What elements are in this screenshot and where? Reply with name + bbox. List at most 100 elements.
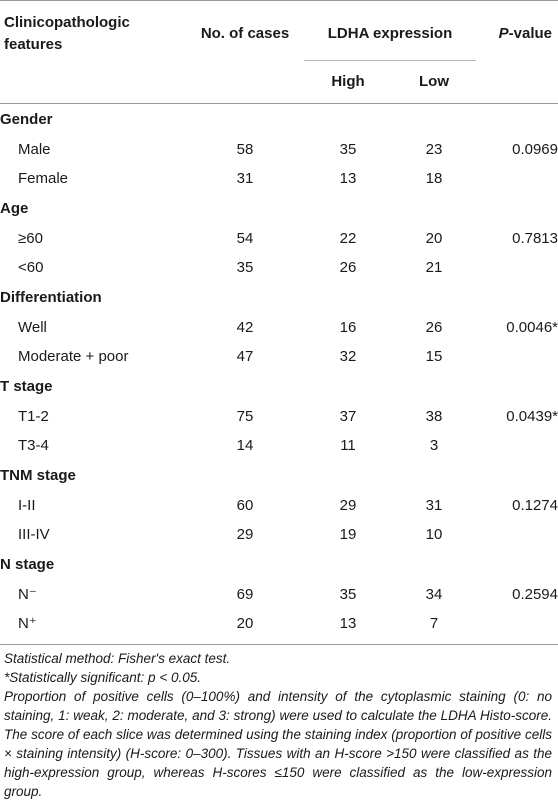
group-title: Differentiation	[0, 288, 102, 306]
group-title: Gender	[0, 110, 53, 128]
row-label: Female	[18, 169, 69, 187]
table-row: <60 35 26 21	[0, 253, 558, 282]
high-cell: 26	[339, 258, 357, 276]
low-cell: 15	[425, 347, 443, 365]
table-body: Gender Male 58 35 23 0.0969 Female 31 13 18 Age ≥60…	[0, 104, 558, 645]
high-cell: 13	[339, 169, 357, 187]
row-label: Male	[18, 140, 51, 158]
table-row: N⁻ 69 35 34 0.2594	[0, 580, 558, 609]
row-label: I-II	[18, 496, 36, 514]
row-label: <60	[18, 258, 44, 276]
group-row: T stage	[0, 371, 558, 402]
cases-cell: 58	[236, 140, 254, 158]
p-value-cell	[476, 342, 558, 371]
low-cell: 26	[425, 318, 443, 336]
high-cell: 13	[339, 614, 357, 632]
row-label: ≥60	[18, 229, 43, 247]
header-low: Low	[392, 60, 476, 103]
high-cell: 19	[339, 525, 357, 543]
header-row-2: High Low	[0, 60, 558, 103]
low-cell: 3	[429, 436, 439, 454]
low-cell: 18	[425, 169, 443, 187]
table-row: Moderate + poor 47 32 15	[0, 342, 558, 371]
header-p-italic: P	[498, 25, 509, 43]
group-row: Differentiation	[0, 282, 558, 313]
high-cell: 29	[339, 496, 357, 514]
group-row: N stage	[0, 549, 558, 580]
low-cell: 38	[425, 407, 443, 425]
row-label: N⁺	[18, 614, 37, 632]
header-ldha-expression: LDHA expression	[327, 25, 453, 42]
group-title: T stage	[0, 377, 53, 395]
group-title: TNM stage	[0, 466, 76, 484]
p-value-cell: 0.2594	[512, 585, 558, 603]
high-cell: 37	[339, 407, 357, 425]
header-p-value: P-value	[476, 8, 558, 61]
header-cases: No. of cases	[200, 25, 290, 43]
table-footnotes: Statistical method: Fisher's exact test.…	[4, 649, 552, 801]
low-cell: 10	[425, 525, 443, 543]
p-value-cell	[476, 609, 558, 638]
row-label: N⁻	[18, 585, 37, 603]
p-value-cell	[476, 431, 558, 460]
header-high: High	[304, 60, 392, 103]
clinicopathologic-table: Clinicopathologic features No. of cases …	[0, 8, 558, 645]
cases-cell: 20	[236, 614, 254, 632]
low-cell: 20	[425, 229, 443, 247]
table-row: ≥60 54 22 20 0.7813	[0, 224, 558, 253]
high-cell: 35	[339, 585, 357, 603]
high-cell: 32	[339, 347, 357, 365]
table-row: Male 58 35 23 0.0969	[0, 135, 558, 164]
table-row: T1-2 75 37 38 0.0439*	[0, 402, 558, 431]
header-p-rest: -value	[508, 25, 552, 43]
table-row: Female 31 13 18	[0, 164, 558, 193]
header-rule	[0, 103, 558, 104]
p-value-cell	[476, 164, 558, 193]
footnote-method: Statistical method: Fisher's exact test.	[4, 651, 231, 666]
p-value-cell: 0.1274	[512, 496, 558, 514]
cases-cell: 42	[236, 318, 254, 336]
cases-cell: 31	[236, 169, 254, 187]
p-value-cell	[476, 520, 558, 549]
cases-cell: 14	[236, 436, 254, 454]
row-label: T1-2	[18, 407, 49, 425]
p-value-cell: 0.0046*	[506, 318, 558, 336]
p-value-cell: 0.7813	[512, 229, 558, 247]
low-cell: 23	[425, 140, 443, 158]
group-title: N stage	[0, 555, 55, 573]
row-label: Moderate + poor	[18, 347, 129, 365]
high-cell: 22	[339, 229, 357, 247]
group-row: Age	[0, 193, 558, 224]
group-row: TNM stage	[0, 460, 558, 491]
cases-cell: 75	[236, 407, 254, 425]
low-cell: 34	[425, 585, 443, 603]
row-label: T3-4	[18, 436, 49, 454]
low-cell: 7	[429, 614, 439, 632]
cases-cell: 60	[236, 496, 254, 514]
high-cell: 11	[340, 436, 356, 454]
header-features: Clinicopathologic features	[4, 14, 130, 54]
row-label: Well	[18, 318, 47, 336]
top-rule	[0, 0, 558, 1]
cases-cell: 69	[236, 585, 254, 603]
table-row: T3-4 14 11 3	[0, 431, 558, 460]
p-value-cell: 0.0439*	[506, 407, 558, 425]
cases-cell: 54	[236, 229, 254, 247]
high-cell: 16	[339, 318, 357, 336]
cases-cell: 29	[236, 525, 254, 543]
header-row-1: Clinicopathologic features No. of cases …	[0, 8, 558, 61]
table-bottom-rule	[0, 638, 558, 645]
low-cell: 21	[425, 258, 443, 276]
footnote-significance: *Statistically significant: p < 0.05.	[4, 670, 201, 685]
table-row: N⁺ 20 13 7	[0, 609, 558, 638]
cases-cell: 47	[236, 347, 254, 365]
table-row: Well 42 16 26 0.0046*	[0, 313, 558, 342]
table-row: I-II 60 29 31 0.1274	[0, 491, 558, 520]
group-row: Gender	[0, 104, 558, 136]
table-row: III-IV 29 19 10	[0, 520, 558, 549]
footnote-scoring: Proportion of positive cells (0–100%) an…	[4, 689, 552, 799]
cases-cell: 35	[236, 258, 254, 276]
p-value-cell	[476, 253, 558, 282]
group-title: Age	[0, 199, 29, 217]
